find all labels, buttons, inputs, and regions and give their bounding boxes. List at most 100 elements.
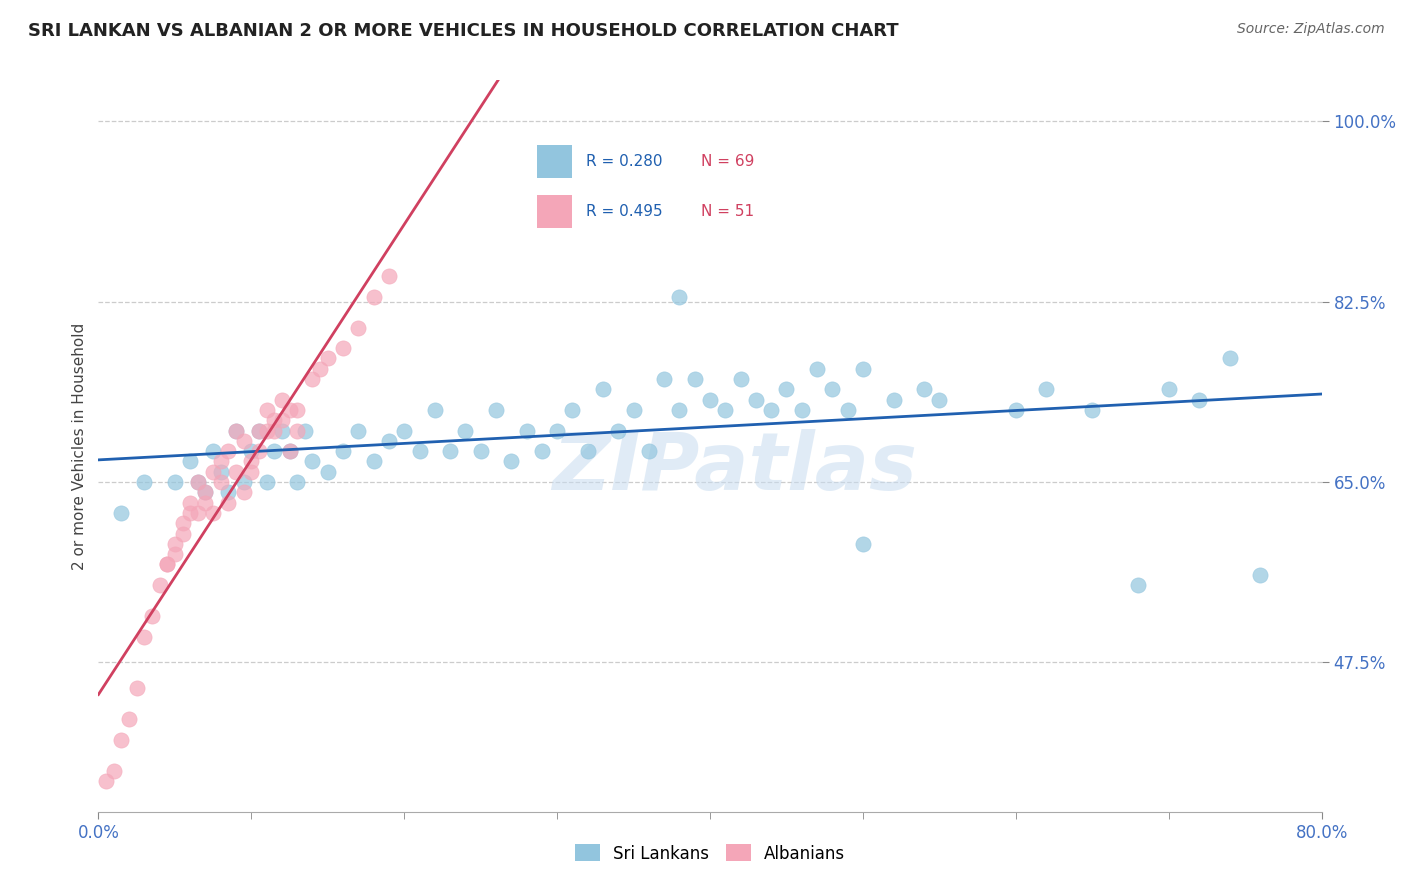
Point (156, 558, 179, 572)
Point (179, 496, 201, 510)
Point (1157, 382, 1180, 396)
Legend: Sri Lankans, Albanians: Sri Lankans, Albanians (568, 838, 852, 869)
Point (821, 382, 844, 396)
Point (125, 681, 148, 695)
Point (163, 537, 186, 551)
Point (332, 444, 354, 458)
Point (187, 475, 209, 489)
Point (1035, 382, 1057, 396)
Point (439, 444, 461, 458)
Point (163, 547, 186, 561)
Point (247, 424, 270, 438)
Point (745, 392, 768, 407)
Point (408, 444, 430, 458)
Point (837, 403, 859, 417)
Point (263, 444, 285, 458)
Text: N = 51: N = 51 (702, 204, 755, 219)
Text: SRI LANKAN VS ALBANIAN 2 OR MORE VEHICLES IN HOUSEHOLD CORRELATION CHART: SRI LANKAN VS ALBANIAN 2 OR MORE VEHICLE… (28, 22, 898, 40)
Point (316, 351, 339, 366)
Point (110, 506, 132, 520)
Point (714, 403, 737, 417)
Point (172, 526, 194, 541)
Point (683, 372, 706, 386)
Point (423, 403, 446, 417)
Point (546, 424, 568, 438)
Point (378, 434, 401, 448)
Point (347, 320, 370, 334)
Point (309, 361, 332, 376)
Point (187, 475, 209, 489)
Point (256, 424, 278, 438)
Point (852, 537, 875, 551)
Point (149, 578, 172, 592)
Point (790, 403, 813, 417)
Point (134, 630, 156, 644)
Point (270, 392, 294, 407)
Point (194, 485, 217, 500)
Point (392, 424, 416, 438)
Point (607, 424, 630, 438)
Point (225, 424, 247, 438)
Point (278, 444, 301, 458)
Point (652, 372, 675, 386)
Point (1250, 567, 1272, 582)
Point (1081, 403, 1104, 417)
Point (263, 413, 285, 427)
Point (232, 475, 254, 489)
Point (576, 444, 599, 458)
Point (247, 444, 270, 458)
Point (806, 361, 828, 376)
Point (247, 424, 270, 438)
Point (316, 465, 339, 479)
Point (256, 475, 278, 489)
Point (232, 485, 254, 500)
Point (172, 516, 194, 531)
Text: ZIPatlas: ZIPatlas (553, 429, 917, 507)
Point (156, 558, 179, 572)
Point (209, 454, 232, 468)
Point (202, 506, 225, 520)
FancyBboxPatch shape (537, 195, 572, 228)
Point (194, 496, 217, 510)
Point (883, 392, 905, 407)
Point (1188, 392, 1211, 407)
Point (1128, 578, 1150, 592)
Point (232, 434, 254, 448)
Point (217, 496, 239, 510)
Point (501, 454, 523, 468)
Point (363, 454, 385, 468)
Point (363, 290, 385, 304)
Point (530, 444, 553, 458)
Point (561, 403, 583, 417)
Point (194, 485, 217, 500)
Point (285, 424, 308, 438)
Point (470, 444, 492, 458)
Point (240, 454, 263, 468)
Point (912, 382, 935, 396)
Point (240, 465, 263, 479)
Point (270, 413, 294, 427)
Point (103, 764, 125, 778)
FancyBboxPatch shape (537, 145, 572, 178)
Point (301, 372, 323, 386)
Point (852, 361, 875, 376)
Point (761, 403, 783, 417)
Point (516, 424, 538, 438)
Text: R = 0.495: R = 0.495 (586, 204, 662, 219)
Point (225, 424, 247, 438)
Point (301, 454, 323, 468)
Point (278, 444, 301, 458)
Text: Source: ZipAtlas.com: Source: ZipAtlas.com (1237, 22, 1385, 37)
Point (217, 485, 239, 500)
Point (775, 382, 797, 396)
Point (202, 465, 225, 479)
Point (209, 465, 232, 479)
Point (668, 403, 690, 417)
Point (270, 424, 294, 438)
Point (285, 475, 308, 489)
Point (110, 732, 132, 747)
Point (332, 341, 354, 355)
Point (454, 424, 477, 438)
Point (179, 454, 201, 468)
Point (285, 403, 308, 417)
